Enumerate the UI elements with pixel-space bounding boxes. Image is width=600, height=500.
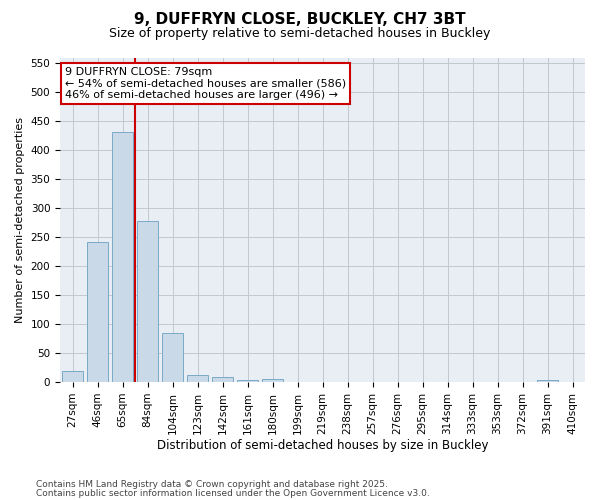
Bar [62, 370, 83, 382]
Bar [87, 242, 108, 382]
Text: 9, DUFFRYN CLOSE, BUCKLEY, CH7 3BT: 9, DUFFRYN CLOSE, BUCKLEY, CH7 3BT [134, 12, 466, 28]
Y-axis label: Number of semi-detached properties: Number of semi-detached properties [15, 117, 25, 323]
Bar [237, 380, 258, 382]
Bar [137, 221, 158, 382]
Bar [187, 374, 208, 382]
X-axis label: Distribution of semi-detached houses by size in Buckley: Distribution of semi-detached houses by … [157, 440, 488, 452]
Text: Contains HM Land Registry data © Crown copyright and database right 2025.: Contains HM Land Registry data © Crown c… [36, 480, 388, 489]
Text: 9 DUFFRYN CLOSE: 79sqm
← 54% of semi-detached houses are smaller (586)
46% of se: 9 DUFFRYN CLOSE: 79sqm ← 54% of semi-det… [65, 67, 346, 100]
Bar [537, 380, 558, 382]
Text: Size of property relative to semi-detached houses in Buckley: Size of property relative to semi-detach… [109, 28, 491, 40]
Bar [212, 378, 233, 382]
Bar [162, 333, 183, 382]
Bar [112, 132, 133, 382]
Text: Contains public sector information licensed under the Open Government Licence v3: Contains public sector information licen… [36, 488, 430, 498]
Bar [262, 379, 283, 382]
